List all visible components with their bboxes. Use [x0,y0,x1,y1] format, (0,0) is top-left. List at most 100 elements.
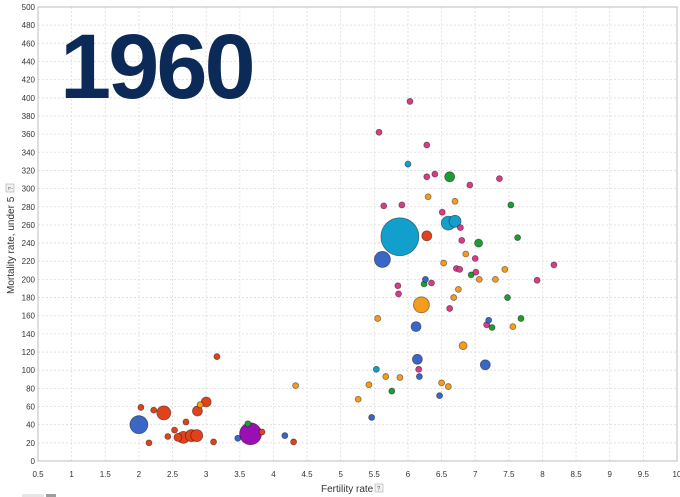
country-bubble[interactable] [415,365,423,373]
country-bubble[interactable] [456,266,464,273]
country-bubble[interactable] [423,141,431,149]
country-bubble[interactable] [412,296,430,314]
country-bubble[interactable] [380,202,388,210]
country-bubble[interactable] [428,279,435,287]
y-axis-ticks: 0 20 40 60 80 100 120 140 160 180 200 220 240 260 280 3… [22,3,36,466]
x-tick-label: 3 [204,470,209,479]
country-bubble[interactable] [406,98,414,105]
country-bubble[interactable] [509,323,517,331]
country-bubble[interactable] [164,433,172,440]
country-bubble[interactable] [474,238,483,248]
country-bubble[interactable] [501,266,509,273]
country-bubble[interactable] [458,341,468,351]
country-bubble[interactable] [444,171,456,183]
country-bubble[interactable] [145,439,153,447]
country-bubble[interactable] [444,383,452,390]
country-bubble[interactable] [129,415,149,435]
country-bubble[interactable] [375,128,383,136]
country-bubble[interactable] [156,405,172,421]
country-bubble[interactable] [436,392,443,400]
country-bubble[interactable] [446,305,454,312]
country-bubble[interactable] [451,197,459,205]
country-bubble[interactable] [424,193,432,201]
country-bubble[interactable] [190,429,204,442]
country-bubble[interactable] [388,387,396,395]
country-bubble[interactable] [472,268,480,276]
country-bubble[interactable] [485,316,493,324]
country-bubble[interactable] [374,315,382,322]
country-bubble[interactable] [396,374,404,381]
control-stub-right[interactable] [46,494,56,497]
country-bubble[interactable] [514,234,521,242]
country-bubble[interactable] [354,395,362,403]
country-bubble[interactable] [365,381,373,389]
country-bubble[interactable] [450,294,458,301]
country-bubble[interactable] [467,271,475,279]
country-bubble[interactable] [137,404,145,411]
x-tick-label: 4 [271,470,276,479]
country-bubble[interactable] [290,438,298,446]
country-bubble[interactable] [475,275,483,283]
country-bubble[interactable] [496,175,503,183]
country-bubble[interactable] [404,160,412,168]
country-bubble[interactable] [213,353,221,360]
country-bubble[interactable] [398,201,406,209]
country-bubble[interactable] [533,276,541,284]
control-stub-left[interactable] [22,494,44,497]
country-bubble[interactable] [192,405,203,417]
country-bubble[interactable] [504,294,511,301]
country-bubble[interactable] [292,382,300,390]
x-help-badge-box[interactable] [374,483,384,493]
country-bubble[interactable] [507,201,515,209]
country-bubble[interactable] [368,414,376,421]
country-bubble[interactable] [372,365,380,373]
y-help-icon[interactable]: ? [9,186,15,190]
x-tick-label: 4.5 [301,470,313,479]
country-bubble[interactable] [454,285,462,293]
country-bubble[interactable] [438,379,445,387]
y-tick-label: 300 [22,185,36,194]
country-bubble[interactable] [479,359,491,371]
country-bubble[interactable] [182,418,190,426]
country-bubble[interactable] [150,406,158,414]
country-bubble[interactable] [488,324,496,331]
country-bubble[interactable] [422,275,429,283]
country-bubble[interactable] [196,401,204,409]
country-bubble[interactable] [411,353,423,365]
y-tick-label: 420 [22,76,36,85]
country-bubble[interactable] [462,250,470,258]
country-bubble[interactable] [415,373,423,380]
country-bubble[interactable] [244,420,252,428]
country-bubble[interactable] [466,181,474,189]
x-help-icon[interactable]: ? [377,487,381,493]
country-bubble[interactable] [382,373,390,380]
country-bubble[interactable] [421,230,433,242]
y-help-badge-box[interactable] [5,183,15,193]
country-bubble[interactable] [491,275,499,283]
country-bubble[interactable] [239,422,262,446]
country-bubble[interactable] [431,170,439,178]
country-bubble[interactable] [234,434,242,442]
country-bubble[interactable] [173,432,183,442]
x-tick-label: 8 [540,470,545,479]
country-bubble[interactable] [471,255,479,262]
country-bubble[interactable] [457,224,464,232]
country-bubble[interactable] [410,321,422,333]
country-bubble[interactable] [550,261,558,269]
country-bubble[interactable] [380,217,420,257]
country-bubble[interactable] [448,214,462,228]
country-bubble[interactable] [394,282,402,290]
y-tick-label: 480 [22,21,36,30]
country-bubble[interactable] [258,428,266,436]
country-bubble[interactable] [210,438,217,446]
country-bubble[interactable] [395,290,402,298]
country-bubble[interactable] [373,251,391,268]
country-bubble[interactable] [517,315,525,322]
country-bubble[interactable] [458,236,466,244]
country-bubble[interactable] [440,259,447,267]
country-bubble[interactable] [423,173,431,181]
country-bubble[interactable] [438,208,446,216]
y-axis-title: Mortality rate, under 5 [6,196,17,294]
country-bubble[interactable] [171,426,178,434]
country-bubble[interactable] [281,432,289,439]
